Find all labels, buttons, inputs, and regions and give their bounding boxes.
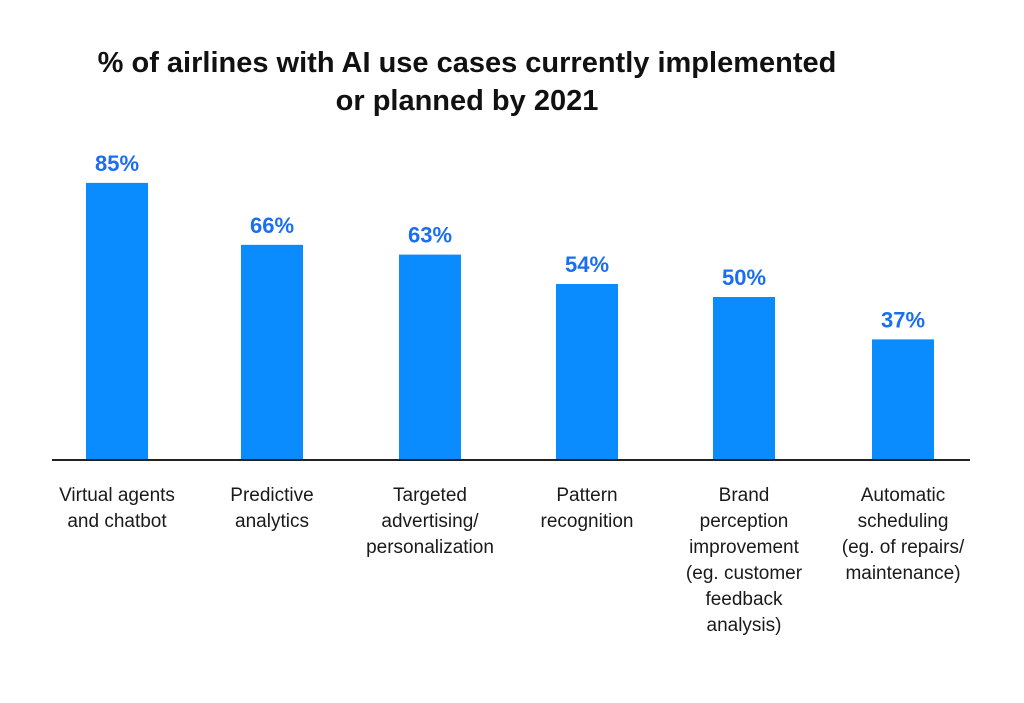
category-label: Virtual agents and chatbot [59,485,175,532]
bar [399,254,461,460]
bar [556,283,618,460]
data-label: 54% [565,252,609,277]
category-label: Pattern recognition [540,485,634,532]
data-label: 85% [95,151,139,176]
chart-title-line-2: or planned by 2021 [335,85,599,117]
bar [86,182,148,460]
category-label: Targeted advertising/ personalization [366,485,494,558]
category-label: Brand perception improvement (eg. custom… [685,485,803,636]
chart-title-line-1: % of airlines with AI use cases currentl… [97,47,837,79]
data-label: 66% [250,213,294,238]
data-label: 50% [722,265,766,290]
data-label: 37% [881,307,925,332]
category-label: Predictive analytics [230,485,314,532]
chart-title: % of airlines with AI use cases currentl… [0,44,934,120]
bar [872,339,934,460]
category-label: Automatic scheduling (eg. of repairs/ ma… [841,485,965,584]
bar [241,244,303,460]
bar [713,297,775,460]
data-label: 63% [408,223,452,248]
